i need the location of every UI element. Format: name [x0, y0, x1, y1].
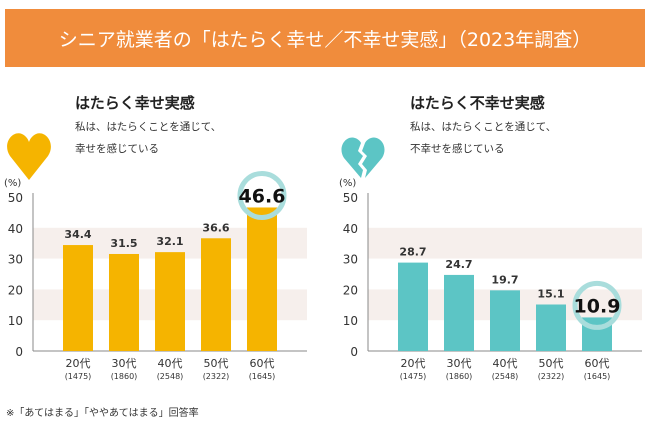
- bar-value-label: 24.7: [445, 258, 472, 271]
- desc-line: 不幸せを感じている: [410, 143, 505, 155]
- y-axis-unit: (%): [4, 178, 21, 189]
- footnote: ※「あてはまる」「ややあてはまる」回答率: [6, 408, 199, 419]
- y-tick-label: 50: [343, 191, 358, 205]
- heart-icon: [7, 133, 51, 180]
- bar: [490, 290, 520, 351]
- bar-value-label: 46.6: [239, 185, 286, 207]
- x-category-label: 20代: [66, 357, 91, 370]
- chart-header: シニア就業者の「はたらく幸せ／不幸せ実感」（2023年調査）: [5, 9, 645, 67]
- x-category-label: 50代: [539, 357, 564, 370]
- desc-line: 私は、はたらくことを通じて、: [75, 121, 222, 133]
- x-category-label: 60代: [250, 357, 275, 370]
- happy-bar-chart: 0 10 20 30 40 50 (%) 34.4 20代 (1475) 31.5 30代 (1860)…: [4, 170, 307, 381]
- bar: [398, 262, 428, 351]
- header-title: シニア就業者の「はたらく幸せ／不幸せ実感」（2023年調査）: [58, 28, 592, 51]
- bar: [63, 245, 93, 351]
- desc-line: 幸せを感じている: [75, 143, 159, 155]
- sample-size-label: (1645): [249, 372, 276, 381]
- y-tick-label: 0: [15, 345, 23, 359]
- bar-value-label: 15.1: [537, 287, 564, 300]
- y-tick-label: 30: [8, 253, 23, 267]
- sample-size-label: (2548): [157, 372, 184, 381]
- bar: [109, 253, 139, 351]
- bar: [201, 238, 231, 351]
- sample-size-label: (1475): [400, 372, 427, 381]
- y-axis-unit: (%): [339, 178, 356, 189]
- x-category-label: 40代: [493, 357, 518, 370]
- x-category-label: 30代: [112, 357, 137, 370]
- highlight-ring: [572, 280, 622, 330]
- bar-value-label: 36.6: [202, 221, 229, 234]
- happy-panel-title: はたらく幸せ実感: [75, 94, 195, 112]
- unhappy-panel-title: はたらく不幸せ実感: [410, 94, 545, 112]
- y-tick-label: 20: [343, 283, 358, 297]
- unhappy-panel-desc: 私は、はたらくことを通じて、 不幸せを感じている: [410, 116, 556, 160]
- y-tick-label: 20: [8, 283, 23, 297]
- y-tick-label: 50: [8, 191, 23, 205]
- desc-line: 私は、はたらくことを通じて、: [410, 121, 557, 133]
- x-category-label: 20代: [401, 357, 426, 370]
- broken-heart-icon: [341, 137, 385, 178]
- sample-size-label: (1860): [446, 372, 473, 381]
- happy-panel-desc: 私は、はたらくことを通じて、 幸せを感じている: [75, 116, 221, 160]
- y-tick-label: 0: [350, 345, 358, 359]
- x-category-label: 40代: [158, 357, 183, 370]
- grid-band: [368, 227, 642, 259]
- sample-size-label: (2322): [203, 372, 230, 381]
- bar-value-label: 31.5: [110, 237, 137, 250]
- y-tick-label: 30: [343, 253, 358, 267]
- sample-size-label: (1860): [111, 372, 138, 381]
- bar: [444, 274, 474, 351]
- sample-size-label: (1645): [584, 372, 611, 381]
- sample-size-label: (2548): [492, 372, 519, 381]
- y-tick-label: 10: [8, 314, 23, 328]
- bar: [155, 252, 185, 351]
- sample-size-label: (2322): [538, 372, 565, 381]
- x-category-label: 60代: [585, 357, 610, 370]
- bar-value-label: 28.7: [399, 246, 426, 259]
- y-tick-label: 10: [343, 314, 358, 328]
- unhappy-bar-chart: 0 10 20 30 40 50 (%) 28.7 20代 (1475) 24.7 30代 (1860)…: [339, 178, 642, 381]
- y-tick-label: 40: [8, 222, 23, 236]
- highlight-ring: [237, 170, 287, 220]
- bar: [536, 304, 566, 351]
- bar-value-label: 34.4: [64, 228, 91, 241]
- bar-value-label: 32.1: [156, 235, 183, 248]
- y-tick-label: 40: [343, 222, 358, 236]
- bar-value-label: 19.7: [491, 273, 518, 286]
- bar-value-label: 10.9: [574, 295, 621, 317]
- sample-size-label: (1475): [65, 372, 92, 381]
- x-category-label: 50代: [204, 357, 229, 370]
- x-category-label: 30代: [447, 357, 472, 370]
- bar: [247, 207, 277, 351]
